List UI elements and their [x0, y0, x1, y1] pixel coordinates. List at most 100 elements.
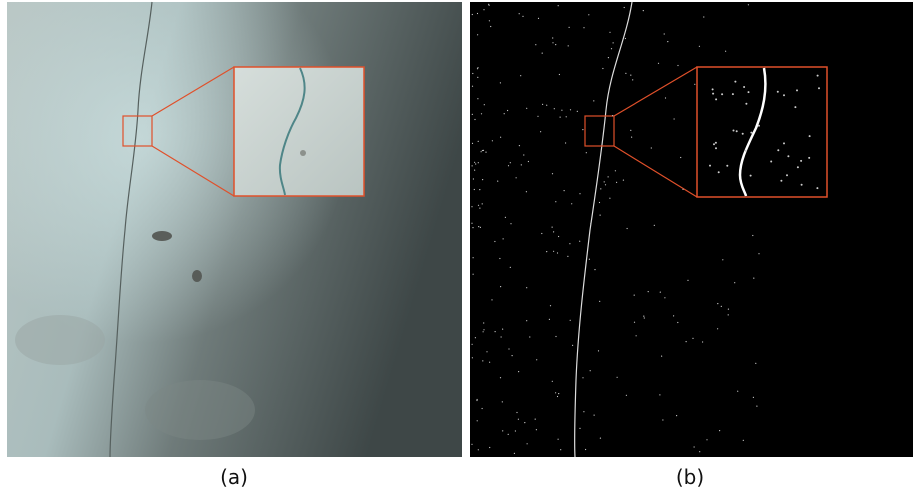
- noise: [600, 188, 601, 189]
- noise: [602, 68, 603, 69]
- noise: [491, 299, 492, 300]
- noise: [519, 13, 520, 14]
- noise: [615, 170, 616, 171]
- noise: [721, 306, 722, 307]
- noise: [554, 108, 555, 109]
- noise: [511, 355, 512, 356]
- noise: [643, 316, 644, 317]
- noise: [505, 217, 506, 218]
- noise: [712, 88, 714, 90]
- noise: [558, 393, 559, 394]
- noise: [553, 231, 554, 232]
- noise: [489, 5, 490, 6]
- noise: [699, 46, 700, 47]
- noise: [616, 182, 617, 183]
- noise: [474, 170, 475, 171]
- noise: [555, 44, 556, 45]
- noise: [623, 180, 624, 181]
- noise: [748, 4, 749, 5]
- noise: [529, 336, 530, 337]
- noise: [564, 190, 565, 191]
- noise: [477, 13, 478, 14]
- noise: [680, 157, 681, 158]
- noise: [473, 178, 474, 179]
- noise: [526, 287, 527, 288]
- noise: [570, 109, 571, 110]
- noise: [483, 9, 484, 10]
- noise: [535, 419, 536, 420]
- noise: [676, 415, 677, 416]
- noise: [694, 446, 695, 447]
- noise: [474, 162, 475, 163]
- noise: [630, 130, 631, 131]
- noise: [750, 132, 752, 134]
- noise: [528, 161, 529, 162]
- noise: [522, 16, 523, 17]
- noise: [677, 65, 678, 66]
- noise: [473, 274, 474, 275]
- noise: [726, 165, 728, 167]
- noise: [540, 131, 541, 132]
- noise: [483, 150, 484, 151]
- noise: [579, 428, 580, 429]
- noise: [719, 430, 720, 431]
- noise: [561, 110, 562, 111]
- zoom-inset: [697, 67, 827, 197]
- noise: [717, 328, 718, 329]
- noise: [555, 201, 556, 202]
- noise: [609, 198, 610, 199]
- noise: [552, 37, 553, 38]
- noise: [480, 227, 481, 228]
- noise: [508, 165, 509, 166]
- noise: [515, 430, 516, 431]
- stain: [145, 380, 255, 440]
- noise: [783, 142, 785, 144]
- noise: [758, 125, 760, 127]
- noise: [477, 68, 478, 69]
- noise: [582, 129, 583, 130]
- noise: [482, 203, 483, 204]
- caption: (a): [220, 465, 248, 489]
- noise: [777, 149, 779, 151]
- noise: [753, 278, 754, 279]
- noise: [497, 181, 498, 182]
- noise: [557, 252, 558, 253]
- noise: [654, 225, 655, 226]
- noise: [502, 329, 503, 330]
- noise: [743, 440, 744, 441]
- noise: [508, 348, 509, 349]
- noise: [686, 341, 687, 342]
- noise: [808, 157, 810, 159]
- noise: [526, 191, 527, 192]
- noise: [605, 184, 606, 185]
- noise: [598, 350, 599, 351]
- noise: [579, 241, 580, 242]
- noise: [624, 7, 625, 8]
- noise: [541, 233, 542, 234]
- noise: [479, 208, 480, 209]
- noise: [590, 370, 591, 371]
- noise: [571, 203, 572, 204]
- noise: [612, 115, 613, 116]
- noise: [648, 291, 649, 292]
- noise: [507, 110, 508, 111]
- noise: [489, 447, 490, 448]
- noise: [510, 267, 511, 268]
- noise: [557, 396, 558, 397]
- noise: [664, 297, 665, 298]
- noise: [631, 137, 632, 138]
- noise: [627, 228, 628, 229]
- noise: [794, 106, 796, 108]
- noise: [510, 223, 511, 224]
- noise: [500, 377, 501, 378]
- noise: [809, 135, 811, 137]
- noise: [801, 184, 803, 186]
- noise: [577, 111, 578, 112]
- noise: [481, 113, 482, 114]
- noise: [495, 331, 496, 332]
- noise: [753, 397, 754, 398]
- noise: [503, 238, 504, 239]
- noise: [508, 434, 509, 435]
- noise: [552, 173, 553, 174]
- noise: [569, 243, 570, 244]
